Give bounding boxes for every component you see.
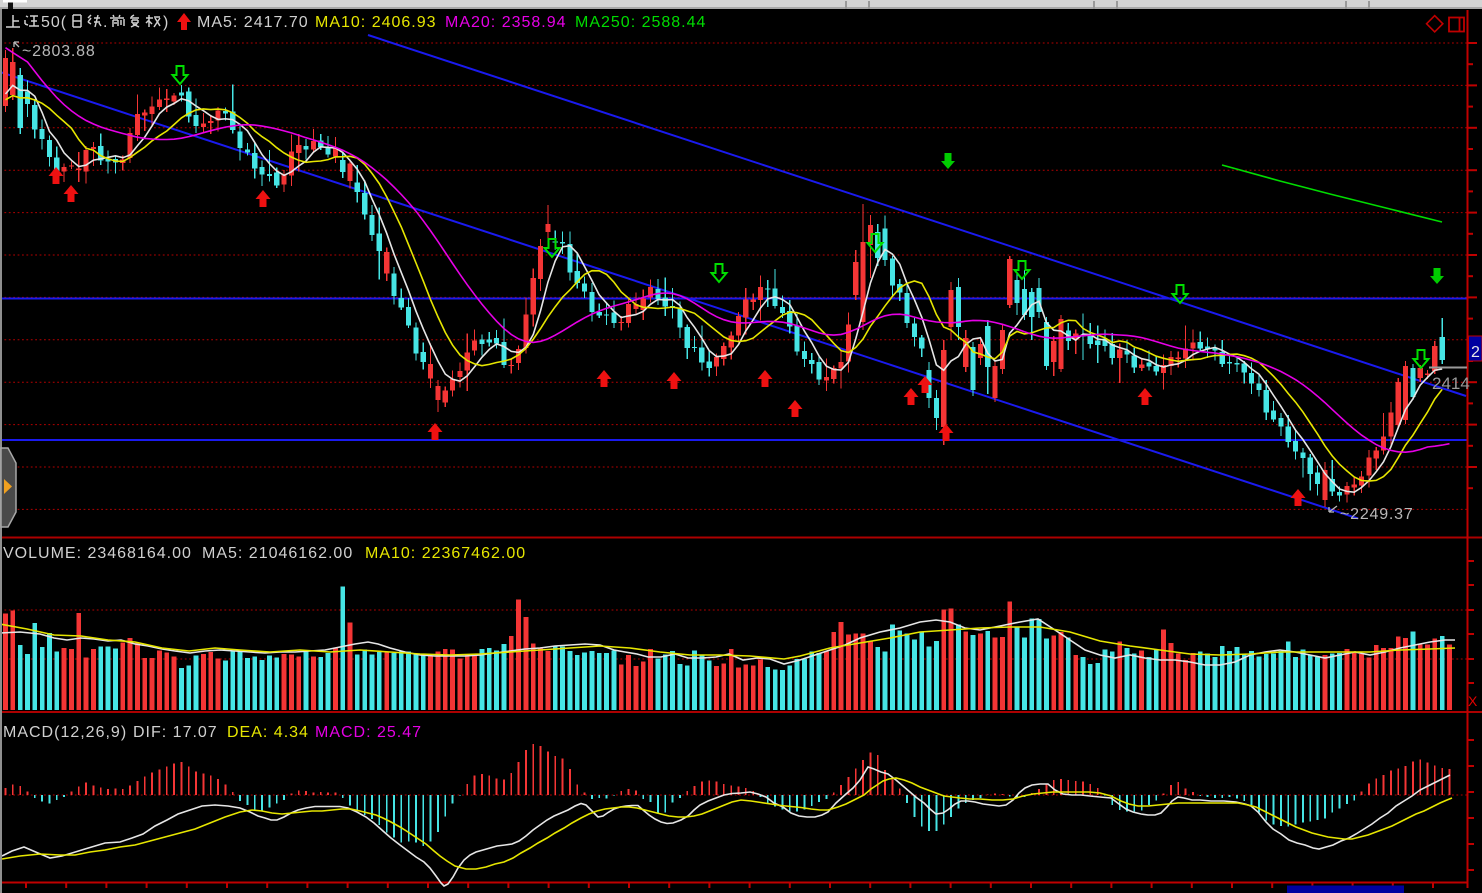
svg-text:MACD: 25.47: MACD: 25.47 bbox=[315, 724, 422, 741]
svg-text:MA250: 2588.44: MA250: 2588.44 bbox=[575, 14, 706, 31]
svg-text:X: X bbox=[1468, 693, 1478, 709]
svg-text:MA5: 2417.70: MA5: 2417.70 bbox=[197, 14, 309, 31]
svg-text:MA10: 2406.93: MA10: 2406.93 bbox=[315, 14, 437, 31]
svg-text:2: 2 bbox=[1471, 344, 1480, 361]
svg-text:50(: 50( bbox=[41, 14, 67, 31]
svg-text:DIF: 17.07: DIF: 17.07 bbox=[133, 724, 218, 741]
svg-text:~2803.88: ~2803.88 bbox=[22, 43, 96, 60]
svg-text:MA10: 22367462.00: MA10: 22367462.00 bbox=[365, 545, 526, 562]
svg-text:VOLUME: 23468164.00: VOLUME: 23468164.00 bbox=[3, 545, 192, 562]
svg-text:DEA: 4.34: DEA: 4.34 bbox=[227, 724, 309, 741]
svg-text:MACD(12,26,9): MACD(12,26,9) bbox=[3, 724, 127, 741]
svg-text:MA5: 21046162.00: MA5: 21046162.00 bbox=[202, 545, 353, 562]
svg-text:~2249.37: ~2249.37 bbox=[1340, 506, 1414, 523]
svg-text:MA20: 2358.94: MA20: 2358.94 bbox=[445, 14, 567, 31]
svg-text:2414: 2414 bbox=[1432, 374, 1470, 393]
svg-text:.: . bbox=[103, 14, 107, 31]
svg-text:): ) bbox=[163, 14, 168, 31]
